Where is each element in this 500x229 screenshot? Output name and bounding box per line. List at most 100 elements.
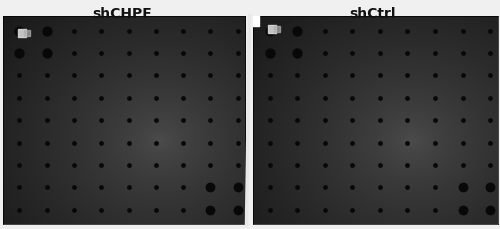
Point <box>266 163 274 167</box>
Point <box>348 141 356 144</box>
Point <box>293 208 301 212</box>
Point <box>321 163 329 167</box>
Point <box>124 29 132 33</box>
Point <box>16 185 24 189</box>
Point <box>43 118 51 122</box>
Point <box>348 51 356 55</box>
Point <box>43 208 51 212</box>
Point <box>98 118 106 122</box>
Point <box>266 118 274 122</box>
Point <box>16 96 24 100</box>
Point <box>16 141 24 144</box>
Point <box>486 118 494 122</box>
Point <box>70 51 78 55</box>
Point <box>376 74 384 77</box>
Point <box>293 141 301 144</box>
Point <box>179 29 187 33</box>
Point <box>458 208 466 212</box>
Point <box>70 96 78 100</box>
Point <box>293 74 301 77</box>
Point <box>23 31 31 35</box>
Point <box>431 74 439 77</box>
Point <box>486 208 494 212</box>
Point <box>43 141 51 144</box>
Point <box>321 51 329 55</box>
Point <box>152 141 160 144</box>
Point <box>16 208 24 212</box>
Point <box>321 96 329 100</box>
Point <box>124 208 132 212</box>
Point <box>152 163 160 167</box>
Point <box>266 185 274 189</box>
Point <box>404 96 411 100</box>
Point <box>152 118 160 122</box>
Point <box>321 208 329 212</box>
Point <box>404 118 411 122</box>
Point <box>486 96 494 100</box>
Point <box>321 185 329 189</box>
Point <box>206 51 214 55</box>
Point <box>98 185 106 189</box>
Point <box>152 74 160 77</box>
Point <box>206 96 214 100</box>
Point <box>431 96 439 100</box>
Point <box>70 141 78 144</box>
Point <box>179 74 187 77</box>
Point <box>321 29 329 33</box>
Point <box>98 29 106 33</box>
Point <box>404 163 411 167</box>
Point <box>266 74 274 77</box>
Point <box>179 163 187 167</box>
Point <box>16 163 24 167</box>
Point <box>234 208 241 212</box>
Point <box>152 51 160 55</box>
Point <box>206 163 214 167</box>
Point <box>376 141 384 144</box>
Point <box>124 74 132 77</box>
Point <box>376 185 384 189</box>
Point <box>458 141 466 144</box>
Point <box>486 141 494 144</box>
Point <box>179 96 187 100</box>
Point <box>404 185 411 189</box>
Point <box>321 118 329 122</box>
Point <box>70 29 78 33</box>
Point <box>43 51 51 55</box>
Point <box>70 208 78 212</box>
Point <box>152 208 160 212</box>
Point <box>70 74 78 77</box>
Point <box>179 185 187 189</box>
Point <box>98 74 106 77</box>
Point <box>321 141 329 144</box>
Point <box>206 74 214 77</box>
Point <box>206 141 214 144</box>
Point <box>404 51 411 55</box>
Point <box>152 185 160 189</box>
Point <box>458 51 466 55</box>
Point <box>16 118 24 122</box>
Point <box>124 141 132 144</box>
Point <box>234 74 241 77</box>
Point <box>431 51 439 55</box>
Point <box>348 29 356 33</box>
Point <box>458 74 466 77</box>
Point <box>293 96 301 100</box>
Point <box>234 96 241 100</box>
Point <box>431 141 439 144</box>
Point <box>458 163 466 167</box>
Point <box>248 18 256 22</box>
Point <box>234 118 241 122</box>
Point <box>486 29 494 33</box>
Point <box>348 96 356 100</box>
Point <box>43 29 51 33</box>
Point <box>431 118 439 122</box>
Point <box>43 185 51 189</box>
Point <box>98 96 106 100</box>
Point <box>266 141 274 144</box>
Point <box>266 51 274 55</box>
Point <box>431 208 439 212</box>
Point <box>293 51 301 55</box>
Point <box>98 141 106 144</box>
Point <box>348 185 356 189</box>
Point <box>348 74 356 77</box>
